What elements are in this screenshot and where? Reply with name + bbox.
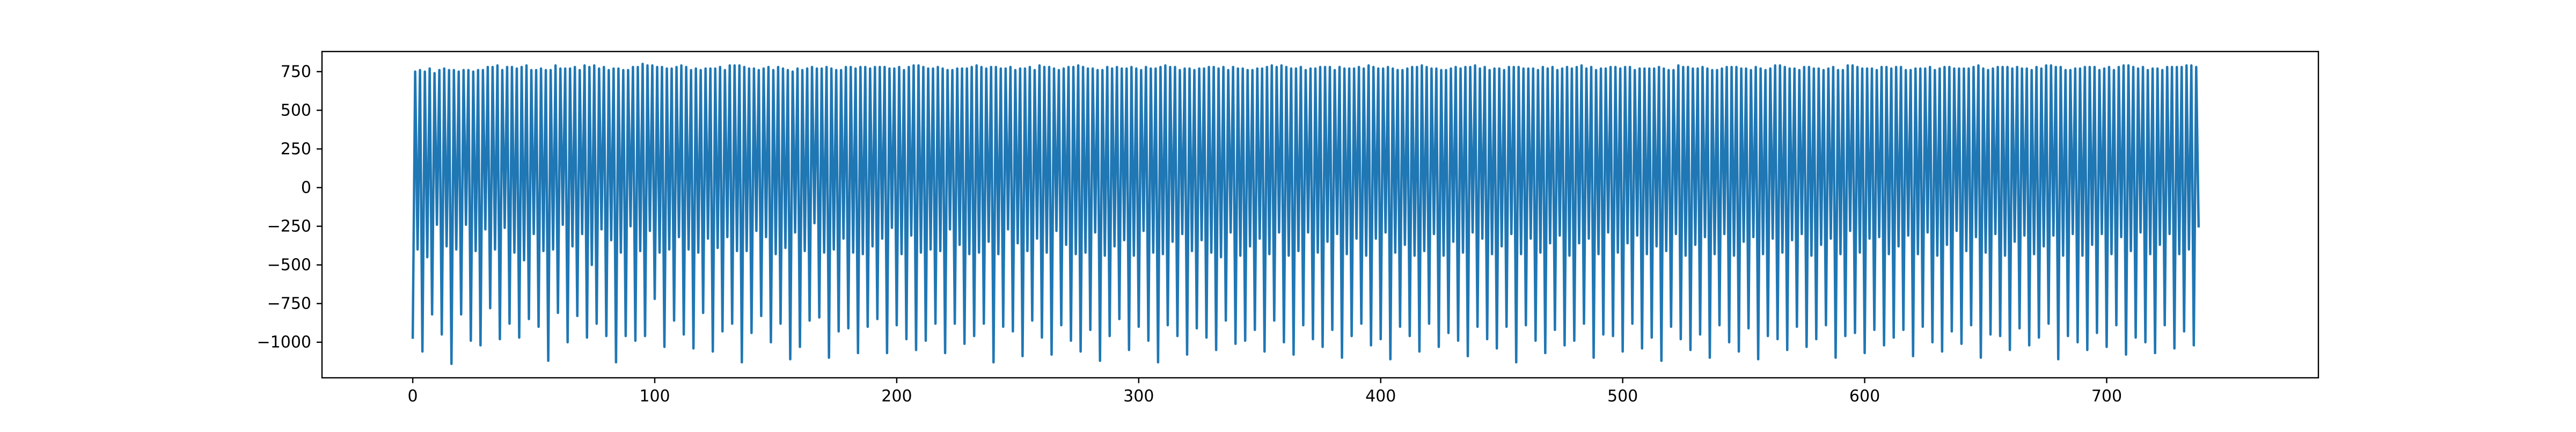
y-tick-label: −1000 xyxy=(257,333,311,352)
y-tick-label: −250 xyxy=(267,217,311,236)
x-tick-label: 200 xyxy=(881,387,912,406)
x-tick-label: 0 xyxy=(408,387,418,406)
y-tick-label: 0 xyxy=(301,179,311,197)
y-tick-label: −750 xyxy=(267,295,311,313)
y-tick-label: 250 xyxy=(281,140,311,159)
series-line-0 xyxy=(411,62,2200,365)
x-tick-label: 400 xyxy=(1365,387,1396,406)
x-tick-label: 300 xyxy=(1123,387,1154,406)
y-tick-label: 500 xyxy=(281,101,311,120)
x-tick-label: 600 xyxy=(1849,387,1880,406)
plot-area xyxy=(321,50,2319,379)
x-tick-label: 700 xyxy=(2091,387,2122,406)
x-tick-label: 500 xyxy=(1607,387,1638,406)
axes-frame xyxy=(321,50,2319,379)
x-tick-label: 100 xyxy=(639,387,670,406)
x-axis: 0 100 200 300 400 500 600 700 xyxy=(408,378,2122,406)
y-axis: −1000 −750 −500 −250 0 250 500 750 xyxy=(257,62,322,352)
y-tick-label: 750 xyxy=(281,62,311,81)
y-tick-label: −500 xyxy=(267,256,311,275)
